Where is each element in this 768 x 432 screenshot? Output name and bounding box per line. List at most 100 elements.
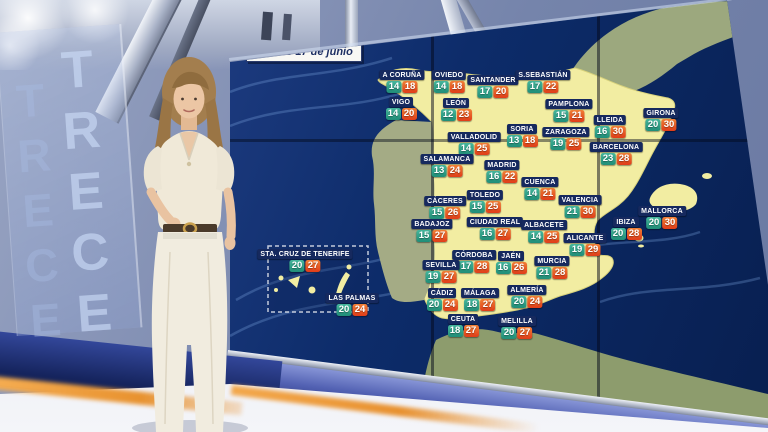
city-label-toledo: TOLEDO 15 25 [466,190,504,213]
city-label-caceres: CÁCERES 15 26 [424,196,466,219]
temperature-chips: 18 27 [464,299,496,311]
city-name: LEÓN [442,98,470,108]
temperature-chips: 12 23 [440,109,472,121]
min-temp: 17 [477,86,493,98]
max-temp: 27 [432,230,448,242]
city-label-badajoz: BADAJOZ 15 27 [411,219,453,242]
city-name: ALMERÍA [507,285,547,295]
city-name: MADRID [484,160,520,170]
presenter-trousers [151,232,228,432]
min-temp: 17 [458,261,474,273]
city-name: LAS PALMAS [325,293,379,303]
max-temp: 28 [474,261,490,273]
min-temp: 17 [527,81,543,93]
temperature-chips: 20 24 [336,304,368,316]
city-name: BARCELONA [589,142,643,152]
temperature-chips: 14 20 [385,108,417,120]
city-label-santander: SANTANDER 17 20 [467,75,519,98]
min-temp: 23 [600,153,616,165]
city-name: PAMPLONA [545,99,593,109]
max-temp: 20 [493,86,509,98]
city-label-a-coruna: A CORUÑA 14 18 [379,70,425,93]
max-temp: 30 [610,126,626,138]
city-name: BADAJOZ [411,219,453,229]
city-name: CÓRDOBA [452,250,496,260]
city-name: CUENCA [521,177,559,187]
max-temp: 29 [585,244,601,256]
min-temp: 13 [506,135,522,147]
min-temp: 20 [426,299,442,311]
city-label-girona: GIRONA 20 30 [643,108,679,131]
temperature-chips: 19 25 [550,138,582,150]
min-temp: 18 [447,325,463,337]
min-temp: 21 [536,267,552,279]
city-name: VALENCIA [558,195,602,205]
max-temp: 25 [485,201,501,213]
presenter-hands [146,187,236,250]
city-name: CIUDAD REAL [466,217,524,227]
city-name: ALICANTE [563,233,607,243]
max-temp: 25 [474,143,490,155]
city-name: STA. CRUZ DE TENERIFE [257,249,353,259]
temperature-chips: 21 28 [536,267,568,279]
portugal-landmass [371,120,435,302]
city-label-soria: SORIA 13 18 [506,124,538,147]
min-temp: 14 [524,188,540,200]
temperature-chips: 14 21 [524,188,556,200]
city-name: GIRONA [643,108,679,118]
min-temp: 20 [289,260,305,272]
temperature-chips: 19 29 [569,244,601,256]
temperature-chips: 21 30 [564,206,596,218]
max-temp: 30 [580,206,596,218]
min-temp: 16 [594,126,610,138]
max-temp: 24 [527,296,543,308]
city-name: ZARAGOZA [542,127,590,137]
max-temp: 26 [511,262,527,274]
city-name: CÁDIZ [427,288,457,298]
temperature-chips: 20 27 [289,260,321,272]
max-temp: 27 [495,228,511,240]
temperature-chips: 16 30 [594,126,626,138]
city-name: TOLEDO [466,190,504,200]
temperature-chips: 14 18 [433,81,465,93]
city-label-valladolid: VALLADOLID 14 25 [447,132,501,155]
max-temp: 27 [441,271,457,283]
city-name: MELILLA [498,316,536,326]
max-temp: 22 [502,171,518,183]
min-temp: 16 [495,262,511,274]
min-temp: 15 [429,207,445,219]
min-temp: 13 [431,165,447,177]
city-name: VIGO [388,97,414,107]
city-label-barcelona: BARCELONA 23 28 [589,142,643,165]
city-label-ciudad-real: CIUDAD REAL 16 27 [466,217,524,240]
city-label-zaragoza: ZARAGOZA 19 25 [542,127,590,150]
city-label-sta-cruz-de-tenerife: STA. CRUZ DE TENERIFE 20 27 [257,249,353,272]
max-temp: 22 [543,81,559,93]
city-name: MURCIA [534,256,570,266]
temperature-chips: 16 27 [479,228,511,240]
max-temp: 27 [517,327,533,339]
france-landmass [558,0,768,102]
city-label-cordoba: CÓRDOBA 17 28 [452,250,496,273]
max-temp: 27 [480,299,496,311]
temperature-chips: 15 21 [553,110,585,122]
min-temp: 14 [458,143,474,155]
max-temp: 21 [569,110,585,122]
city-name: IBIZA [613,217,639,227]
temperature-chips: 14 25 [458,143,490,155]
city-name: SANTANDER [467,75,519,85]
min-temp: 14 [528,231,544,243]
max-temp: 28 [626,228,642,240]
temperature-chips: 15 25 [469,201,501,213]
temperature-chips: 13 18 [506,135,538,147]
temperature-chips: 16 22 [486,171,518,183]
max-temp: 25 [566,138,582,150]
city-label-albacete: ALBACETE 14 25 [521,220,567,243]
city-label-sevilla: SEVILLA 19 27 [422,260,460,283]
min-temp: 21 [564,206,580,218]
min-temp: 20 [610,228,626,240]
city-label-mallorca: MALLORCA 20 30 [638,206,686,229]
max-temp: 30 [662,217,678,229]
